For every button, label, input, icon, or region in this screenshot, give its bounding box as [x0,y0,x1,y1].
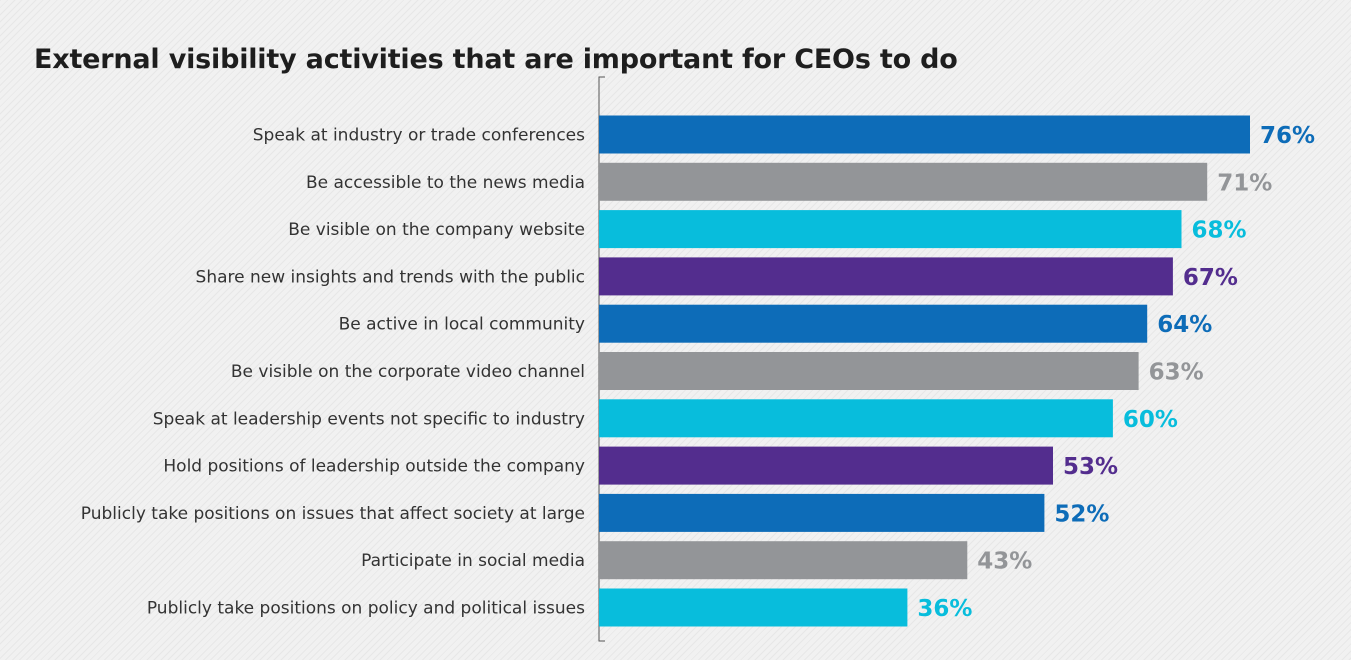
bar-3 [599,210,1182,249]
bar-11 [599,588,908,627]
value-label-11: 36% [917,596,972,622]
value-label-1: 76% [1260,123,1315,149]
category-label-5: Be active in local community [339,315,585,335]
category-label-1: Speak at industry or trade conferences [253,126,585,146]
category-label-3: Be visible on the company website [288,220,585,240]
bar-9 [599,493,1045,532]
value-label-3: 68% [1192,218,1247,244]
value-label-4: 67% [1183,265,1238,291]
bar-2 [599,162,1208,201]
bar-1 [599,115,1250,154]
category-label-8: Hold positions of leadership outside the… [163,457,585,477]
category-label-10: Participate in social media [361,551,585,571]
category-label-7: Speak at leadership events not specific … [153,409,585,429]
category-label-9: Publicly take positions on issues that a… [81,504,585,524]
bar-10 [599,541,968,580]
bars-group: Speak at industry or trade conferences 76… [81,115,1315,627]
category-label-11: Publicly take positions on policy and po… [147,599,585,619]
chart-title: External visibility activities that are … [34,44,958,75]
value-label-5: 64% [1157,312,1212,338]
value-label-6: 63% [1149,360,1204,386]
bar-5 [599,304,1148,343]
value-label-7: 60% [1123,407,1178,433]
value-label-9: 52% [1054,501,1109,527]
value-label-8: 53% [1063,454,1118,480]
bar-8 [599,446,1053,485]
bar-4 [599,257,1173,296]
category-label-4: Share new insights and trends with the p… [196,267,585,287]
value-label-2: 71% [1217,170,1272,196]
category-label-6: Be visible on the corporate video channe… [231,362,585,382]
bar-6 [599,352,1139,390]
bar-7 [599,399,1113,438]
category-label-2: Be accessible to the news media [306,173,585,193]
value-label-10: 43% [977,549,1032,575]
